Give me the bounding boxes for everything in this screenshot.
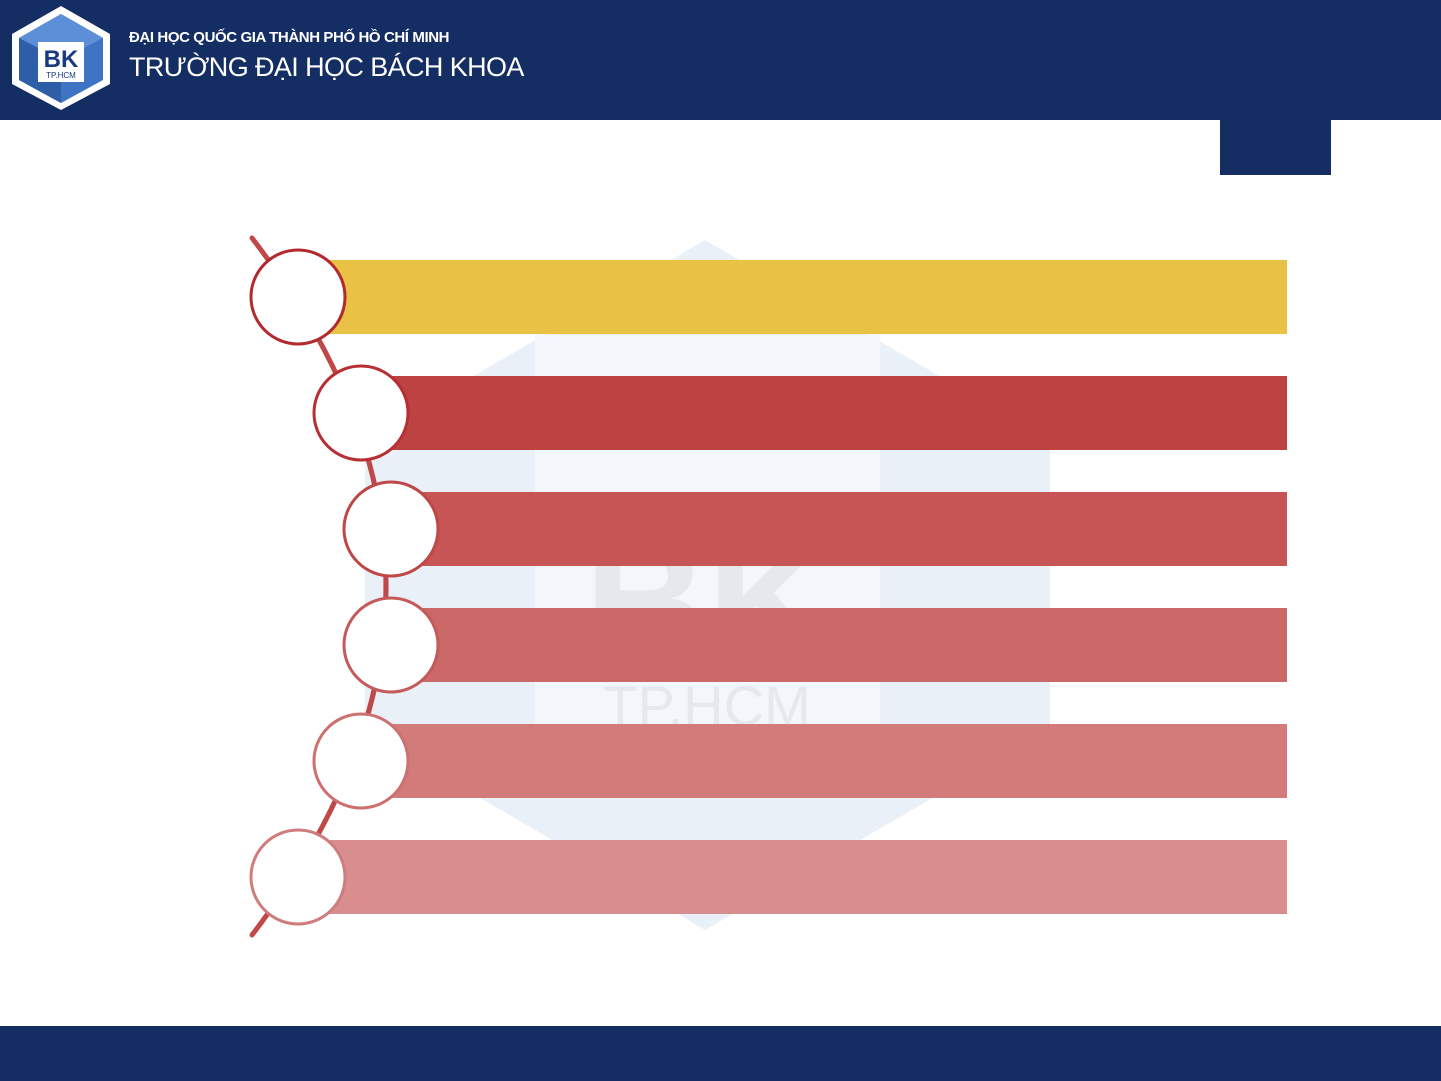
list-connector-arc bbox=[249, 235, 389, 938]
university-name: TRƯỜNG ĐẠI HỌC BÁCH KHOA bbox=[129, 52, 524, 82]
list-item bbox=[342, 480, 1287, 578]
list-item bbox=[249, 828, 1287, 926]
header-tab bbox=[1220, 120, 1331, 175]
list-item-bullet bbox=[342, 480, 440, 578]
list-item-bar bbox=[391, 608, 1287, 682]
list-item-bar bbox=[361, 376, 1287, 450]
logo-text: BK bbox=[44, 46, 79, 73]
logo-subtext: TP.HCM bbox=[46, 71, 76, 80]
list-item bbox=[312, 364, 1287, 462]
university-parent-name: ĐẠI HỌC QUỐC GIA THÀNH PHỐ HỒ CHÍ MINH bbox=[129, 29, 450, 46]
header-bar bbox=[0, 0, 1441, 120]
list-item-bar bbox=[298, 260, 1287, 334]
list-item bbox=[312, 712, 1287, 810]
list-item-bullet bbox=[249, 828, 347, 926]
list-item-bullet bbox=[312, 712, 410, 810]
list-item-bullet bbox=[342, 596, 440, 694]
list-item-bar bbox=[391, 492, 1287, 566]
list-item-bullet bbox=[249, 248, 347, 346]
list-item-bullet bbox=[312, 364, 410, 462]
list-item bbox=[342, 596, 1287, 694]
university-logo: BK TP.HCM bbox=[12, 6, 110, 110]
list-item-bar bbox=[298, 840, 1287, 914]
footer-bar bbox=[0, 1026, 1441, 1081]
list-item bbox=[249, 248, 1287, 346]
list-item-bar bbox=[361, 724, 1287, 798]
